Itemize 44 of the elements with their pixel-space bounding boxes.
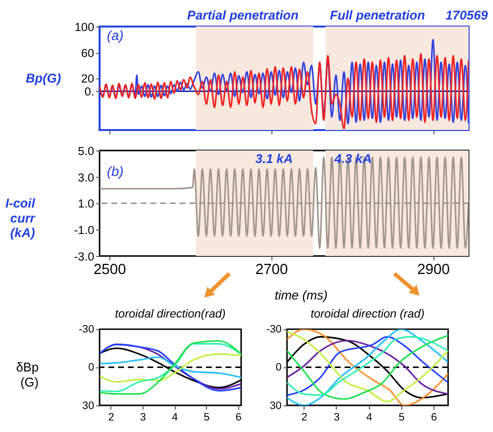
line-series: [100, 353, 242, 383]
y-axis-title: Bp(G): [26, 72, 61, 86]
y-tick-label: 3.0: [78, 171, 95, 184]
x-tick-label: 3: [334, 411, 340, 424]
x-tick-label: 6: [431, 411, 438, 424]
annotation: (b): [106, 164, 124, 179]
y-tick-label: 0: [88, 362, 94, 374]
y-tick-label: -3.0: [74, 250, 95, 264]
chart-title: toroidal direction (rad): [310, 307, 425, 320]
text: 170569: [445, 8, 488, 23]
x-tick-label: 5: [204, 411, 210, 424]
y-tick-label: -30: [78, 324, 94, 336]
y-tick-label: 30: [82, 400, 94, 412]
y-tick-label: 0: [276, 362, 282, 374]
x-tick-label: 5: [398, 411, 405, 424]
y-tick-label: 60: [81, 46, 95, 60]
band-label: 4.3 kA: [333, 152, 372, 166]
y-tick-label: 100: [74, 20, 95, 34]
x-tick-label: 2900: [417, 262, 450, 278]
y-axis-title: δBp (G): [16, 360, 39, 390]
annotation: (a): [106, 28, 124, 44]
y-tick-label: -30: [266, 324, 282, 336]
x-tick-label: 2: [108, 411, 114, 424]
band-label: Full penetration: [330, 8, 426, 23]
x-tick-label: 2500: [94, 262, 126, 278]
y-tick-label: -1.0: [74, 224, 95, 238]
y-tick-label: 20: [81, 72, 95, 86]
y-tick-label: 0.: [84, 86, 94, 99]
x-tick-label: 4: [366, 411, 372, 424]
band-label: Partial penetration: [187, 8, 299, 23]
x-tick-label: 4: [172, 411, 178, 424]
line-series: [100, 52, 469, 130]
line-series: [100, 356, 242, 378]
x-tick-label: 6: [235, 411, 242, 424]
x-tick-label: 2: [301, 411, 308, 424]
x-tick-label: 2700: [255, 262, 288, 278]
chart-title: toroidal direction(rad): [115, 307, 226, 320]
y-tick-label: 1.0: [78, 198, 95, 211]
x-tick-label: 3: [140, 411, 146, 424]
x-axis-title: time (ms): [274, 288, 328, 302]
band-label: 3.1 kA: [255, 152, 293, 166]
y-tick-label: 5.0: [78, 144, 95, 158]
y-axis-title: I-coil curr (kA): [5, 196, 36, 240]
y-tick-label: 30: [270, 400, 282, 412]
